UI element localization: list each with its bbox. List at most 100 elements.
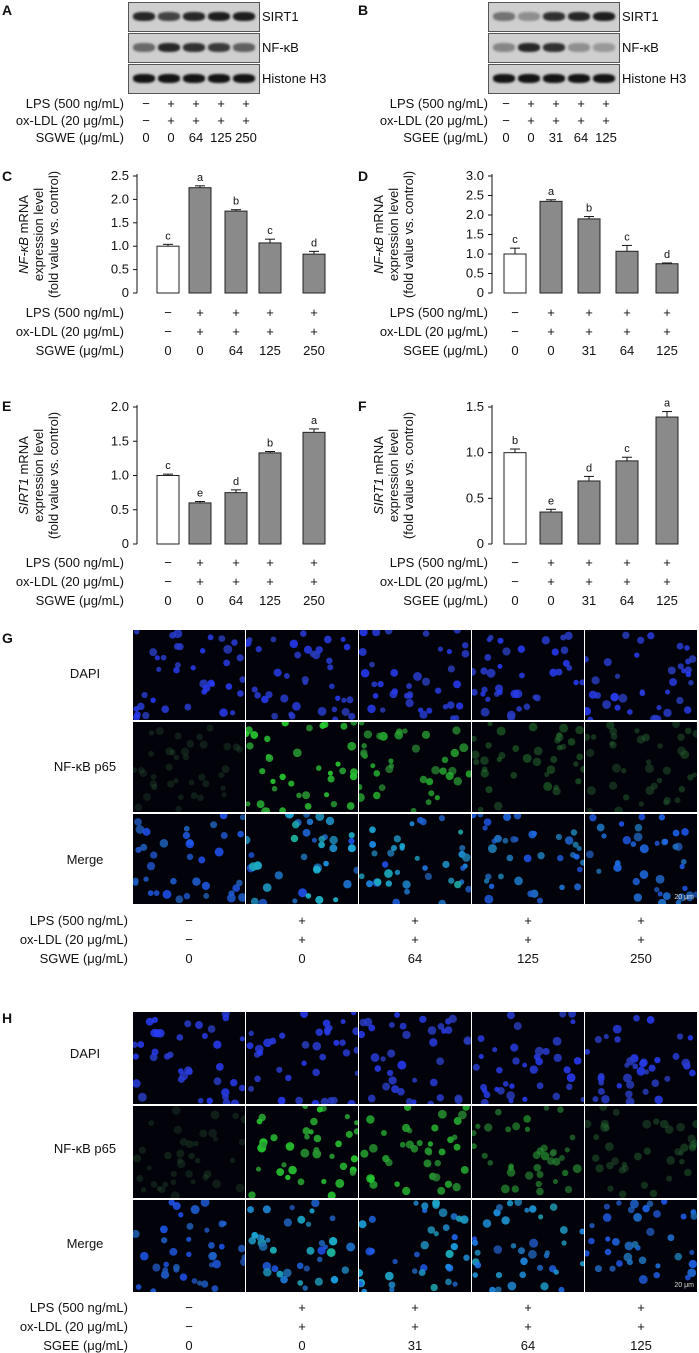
bar-d-0	[503, 253, 527, 294]
micrograph-h-2-3	[472, 1200, 584, 1292]
micro-row-label-h-merge: Merge	[66, 1236, 104, 1251]
condition-value-g-0-0: −	[185, 913, 193, 928]
condition-value-h-0-4: +	[637, 1300, 645, 1315]
condition-value-a-2-1: 0	[167, 130, 175, 145]
bar-chart-d: 0 0.5 1.0 1.5 2.0 2.5 3.0 NF-κB mRNA expression …	[371, 168, 679, 300]
condition-label-h-1: ox-LDL (20 μg/mL)	[19, 1319, 128, 1334]
blot-band-b-nfkb-4	[593, 43, 615, 52]
bar-e-1	[188, 502, 212, 545]
condition-value-h-1-2: +	[411, 1319, 419, 1334]
y-label-gene-d: NF-κB	[371, 237, 386, 274]
blot-band-a-nfkb-1	[158, 43, 180, 52]
bar-e-0	[156, 475, 180, 545]
micrograph-image-g-0-2	[359, 630, 470, 720]
micrograph-image-g-2-1	[246, 814, 358, 904]
bar-d-3	[615, 250, 639, 294]
condition-value-h-2-3: 64	[520, 1338, 536, 1353]
sig-letter-c-4: d	[311, 237, 317, 249]
condition-value-b-1-0: −	[502, 113, 510, 128]
micrograph-image-h-2-3	[472, 1200, 584, 1292]
condition-value-g-2-4: 250	[630, 951, 652, 966]
micrograph-image-h-0-2	[359, 1012, 471, 1104]
sig-letter-d-0: c	[512, 234, 518, 246]
micro-row-label-h-dapi: DAPI	[69, 1046, 101, 1061]
condition-value-d-0-1: +	[547, 305, 555, 320]
micrograph-image-g-0-4	[585, 631, 697, 720]
sig-letter-e-3: b	[267, 438, 273, 450]
blot-band-b-sirt1-3	[568, 12, 590, 21]
y-tick-label-f-0: 0	[477, 536, 484, 550]
condition-value-g-2-3: 125	[517, 951, 539, 966]
sig-letter-c-3: c	[267, 225, 273, 237]
bar-d-1	[539, 200, 563, 294]
scale-bar-h: 20 μm	[674, 1282, 694, 1289]
condition-label-h-0: LPS (500 ng/mL)	[29, 1300, 128, 1315]
condition-value-c-2-3: 125	[259, 343, 281, 358]
blot-b-sirt1	[488, 2, 620, 32]
micrograph-g-0-2	[359, 630, 471, 720]
blot-b-nfkb	[488, 33, 620, 63]
y-tick-label-d-6: 3.0	[466, 168, 484, 183]
micrograph-image-g-1-0	[133, 724, 243, 812]
y-tick-label-e-4: 2.0	[111, 399, 129, 414]
blot-band-a-sirt1-3	[208, 12, 230, 21]
condition-label-e-2: SGWE (μg/mL)	[35, 593, 124, 608]
condition-value-f-1-2: +	[585, 574, 593, 589]
condition-value-g-2-1: 0	[298, 951, 306, 966]
y-tick-label-d-5: 2.5	[466, 188, 484, 203]
y-tick-label-e-2: 1.0	[111, 468, 129, 483]
y-tick-label-c-5: 2.5	[111, 168, 129, 183]
condition-value-f-1-3: +	[623, 574, 631, 589]
condition-value-a-1-4: +	[242, 113, 250, 128]
condition-value-e-0-4: +	[310, 555, 318, 570]
condition-value-g-1-1: +	[298, 932, 306, 947]
condition-value-h-2-2: 31	[407, 1338, 423, 1353]
condition-label-f-1: ox-LDL (20 μg/mL)	[379, 574, 488, 589]
micrograph-h-1-3	[472, 1106, 584, 1198]
bar-d-2	[577, 218, 601, 294]
condition-value-c-0-2: +	[232, 305, 240, 320]
sig-letter-f-2: d	[586, 462, 592, 474]
condition-value-f-0-3: +	[623, 555, 631, 570]
condition-value-g-1-2: +	[411, 932, 419, 947]
y-label-unit-c: mRNA	[16, 195, 31, 237]
bar-f-3	[615, 460, 639, 545]
y-tick-label-d-0: 0	[477, 285, 484, 300]
y-tick-label-f-2: 1.0	[466, 445, 484, 460]
bar-e-2	[224, 492, 248, 545]
bar-c-2	[224, 210, 248, 294]
blot-band-a-sirt1-0	[133, 12, 155, 21]
micrograph-h-1-4	[585, 1106, 697, 1198]
condition-value-h-2-1: 0	[298, 1338, 306, 1353]
sig-letter-f-0: b	[512, 435, 518, 447]
sig-letter-c-1: a	[197, 172, 204, 184]
bar-c-0	[156, 245, 180, 294]
micrograph-image-h-1-1	[248, 1106, 358, 1198]
micrograph-image-h-1-4	[585, 1106, 697, 1198]
blot-band-b-sirt1-4	[593, 12, 615, 21]
condition-value-g-0-3: +	[524, 913, 532, 928]
condition-value-e-2-1: 0	[196, 593, 204, 608]
sig-letter-f-3: c	[624, 443, 630, 455]
condition-value-h-0-0: −	[185, 1300, 193, 1315]
micrograph-g-2-1	[246, 814, 358, 904]
condition-value-e-2-0: 0	[164, 593, 172, 608]
condition-value-g-0-1: +	[298, 913, 306, 928]
y-label-unit-e: mRNA	[16, 436, 31, 478]
condition-value-c-0-1: +	[196, 305, 204, 320]
sig-letter-d-3: c	[624, 231, 630, 243]
y-label-line2-e: expression level	[31, 429, 46, 522]
condition-value-h-2-0: 0	[185, 1338, 193, 1353]
bar-f-0	[503, 452, 527, 545]
y-axis-label-e: SIRT1 mRNA expression level (fold value vs…	[16, 412, 61, 539]
y-label-unit-f: mRNA	[371, 436, 386, 478]
panel-label-g: G	[2, 630, 13, 646]
bar-chart-c: 0 0.5 1.0 1.5 2.0 2.5 NF-κB mRNA expression lev…	[16, 168, 326, 300]
y-label-line1-e: SIRT1 mRNA	[16, 436, 31, 515]
blot-label-b-sirt1: SIRT1	[622, 9, 659, 24]
y-tick-label-e-0: 0	[122, 536, 129, 550]
condition-value-f-0-0: −	[511, 555, 519, 570]
condition-label-e-0: LPS (500 ng/mL)	[25, 555, 124, 570]
condition-value-f-0-1: +	[547, 555, 555, 570]
condition-label-f-2: SGEE (μg/mL)	[403, 593, 488, 608]
